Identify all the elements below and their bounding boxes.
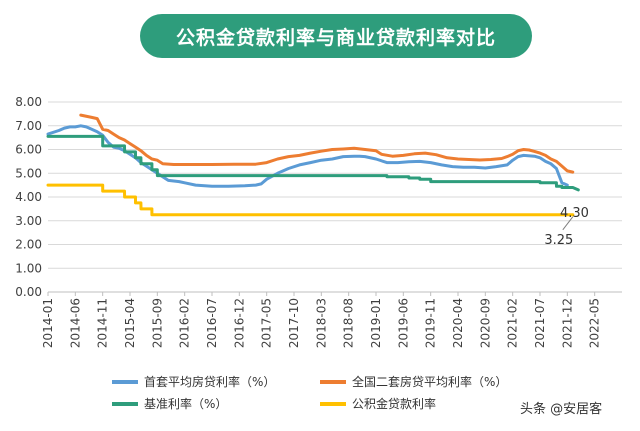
x-tick-label: 2021-02 — [506, 298, 520, 348]
x-tick-label: 2022-05 — [588, 298, 602, 348]
watermark: 头条 @安居客 — [520, 401, 602, 417]
y-tick-label: 1.00 — [15, 261, 42, 275]
y-tick-label: 4.00 — [15, 190, 42, 204]
y-axis: 0.00 1.00 2.00 3.00 4.00 5.00 6.00 7.00 8.00 — [15, 95, 42, 299]
end-label-leader — [562, 216, 574, 231]
x-tick-label: 2018-08 — [342, 298, 356, 348]
x-tick-label: 2020-04 — [451, 298, 465, 348]
series-lines — [46, 113, 580, 217]
x-tick-label: 2020-09 — [478, 298, 492, 348]
legend-label: 全国二套房贷平均利率（%） — [352, 374, 507, 389]
x-tick-label: 2018-03 — [314, 298, 328, 348]
end-label-provident-fund: 3.25 — [544, 233, 573, 248]
y-tick-label: 5.00 — [15, 166, 42, 180]
x-tick-label: 2015-04 — [123, 298, 137, 348]
end-labels: 4.30 3.25 — [544, 206, 589, 248]
series-line-4 — [46, 183, 575, 217]
x-tick-label: 2014-11 — [96, 298, 110, 348]
x-tick-label: 2016-07 — [205, 298, 219, 348]
x-tick-label: 2014-01 — [41, 298, 55, 348]
x-tick-label: 2017-05 — [260, 298, 274, 348]
y-tick-label: 3.00 — [15, 214, 42, 228]
series-line-1 — [46, 124, 569, 188]
y-tick-label: 6.00 — [15, 143, 42, 157]
x-tick-label: 2015-09 — [150, 298, 164, 348]
x-axis: 2014-01 2014-06 2014-11 2015-04 2015-09 2016-… — [41, 292, 602, 348]
x-tick-label: 2021-12 — [560, 298, 574, 348]
legend-label: 公积金贷款利率 — [352, 396, 436, 411]
series-line-3 — [46, 134, 580, 192]
y-tick-label: 7.00 — [15, 119, 42, 133]
x-tick-label: 2019-06 — [396, 298, 410, 348]
x-tick-label: 2016-12 — [232, 298, 246, 348]
x-tick-label: 2019-01 — [369, 298, 383, 348]
y-tick-label: 8.00 — [15, 95, 42, 109]
y-tick-label: 0.00 — [15, 285, 42, 299]
legend-label: 基准利率（%） — [144, 396, 227, 411]
legend: 首套平均房贷利率（%） 全国二套房贷平均利率（%） 基准利率（%） 公积金贷款利率 — [112, 374, 507, 411]
x-tick-label: 2021-07 — [533, 298, 547, 348]
x-tick-label: 2016-02 — [178, 298, 192, 348]
end-label-base-rate: 4.30 — [560, 206, 589, 221]
x-tick-label: 2019-11 — [424, 298, 438, 348]
series-line-2 — [79, 113, 575, 174]
legend-label: 首套平均房贷利率（%） — [144, 374, 275, 389]
chart-title: 公积金贷款利率与商业贷款利率对比 — [140, 14, 532, 58]
x-tick-label: 2014-06 — [68, 298, 82, 348]
x-tick-label: 2017-10 — [287, 298, 301, 348]
y-tick-label: 2.00 — [15, 238, 42, 252]
